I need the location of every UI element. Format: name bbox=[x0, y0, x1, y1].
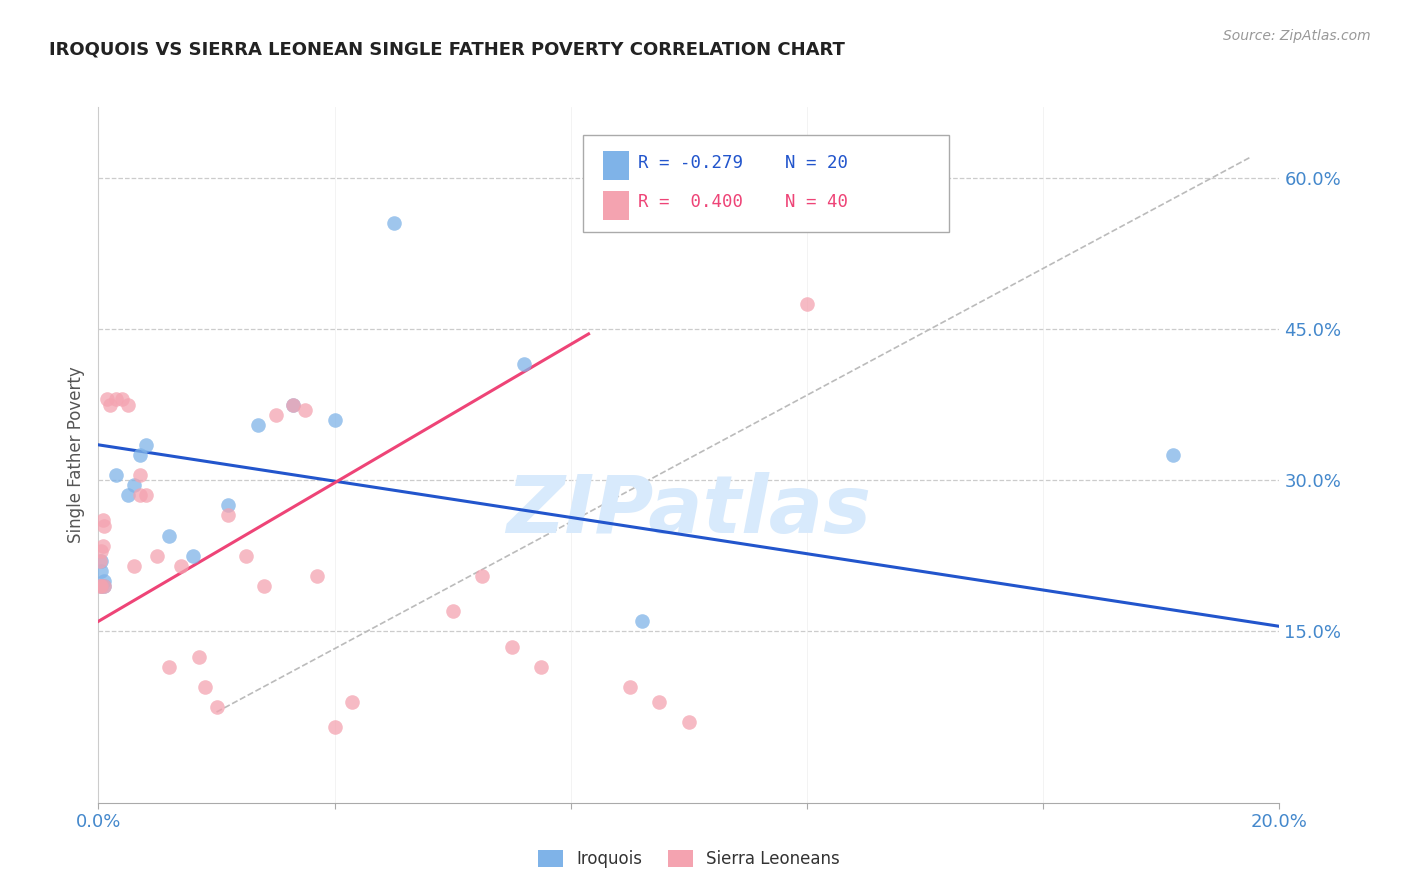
Point bbox=[89, 579, 111, 593]
Point bbox=[170, 558, 193, 573]
Text: Source: ZipAtlas.com: Source: ZipAtlas.com bbox=[1223, 29, 1371, 43]
Point bbox=[194, 680, 217, 694]
Point bbox=[90, 554, 112, 568]
Point bbox=[217, 499, 239, 513]
Point bbox=[630, 615, 652, 629]
Point bbox=[471, 569, 494, 583]
Point bbox=[90, 579, 112, 593]
Point bbox=[323, 412, 346, 426]
Point bbox=[264, 408, 287, 422]
Text: R = -0.279    N = 20: R = -0.279 N = 20 bbox=[638, 153, 848, 171]
Point bbox=[89, 554, 111, 568]
Point bbox=[246, 417, 269, 432]
Point bbox=[501, 640, 523, 654]
Point bbox=[93, 518, 115, 533]
Point bbox=[128, 468, 150, 483]
FancyBboxPatch shape bbox=[582, 135, 949, 232]
Point bbox=[512, 357, 534, 371]
Text: IROQUOIS VS SIERRA LEONEAN SINGLE FATHER POVERTY CORRELATION CHART: IROQUOIS VS SIERRA LEONEAN SINGLE FATHER… bbox=[49, 40, 845, 58]
Legend: Iroquois, Sierra Leoneans: Iroquois, Sierra Leoneans bbox=[531, 843, 846, 874]
Point bbox=[1161, 448, 1184, 462]
Point bbox=[217, 508, 239, 523]
Point bbox=[283, 397, 305, 411]
Point bbox=[441, 604, 464, 618]
Point bbox=[105, 392, 128, 407]
Point bbox=[111, 392, 134, 407]
Point bbox=[146, 549, 169, 563]
Point bbox=[235, 549, 257, 563]
Point bbox=[128, 488, 150, 502]
Point bbox=[305, 569, 328, 583]
Point bbox=[253, 579, 276, 593]
Point bbox=[105, 468, 128, 483]
Point bbox=[796, 296, 818, 310]
Point bbox=[323, 720, 346, 734]
Point bbox=[648, 695, 671, 709]
Point bbox=[128, 448, 150, 462]
Y-axis label: Single Father Poverty: Single Father Poverty bbox=[67, 367, 86, 543]
Point bbox=[530, 659, 553, 673]
Point bbox=[294, 402, 316, 417]
Point bbox=[122, 558, 145, 573]
Text: ZIPatlas: ZIPatlas bbox=[506, 472, 872, 549]
Point bbox=[90, 543, 112, 558]
Point bbox=[187, 649, 209, 664]
Point bbox=[678, 715, 700, 730]
Point bbox=[157, 659, 180, 673]
Text: R =  0.400    N = 40: R = 0.400 N = 40 bbox=[638, 194, 848, 211]
Point bbox=[90, 564, 112, 578]
Point bbox=[96, 392, 118, 407]
Point bbox=[157, 528, 180, 542]
Point bbox=[205, 700, 228, 714]
FancyBboxPatch shape bbox=[603, 191, 628, 219]
Point bbox=[93, 579, 115, 593]
Point bbox=[117, 488, 139, 502]
Point bbox=[93, 574, 115, 588]
Point bbox=[283, 397, 305, 411]
Point bbox=[181, 549, 204, 563]
Point bbox=[98, 397, 121, 411]
Point bbox=[90, 579, 112, 593]
Point bbox=[135, 438, 157, 452]
Point bbox=[91, 539, 114, 553]
Point bbox=[342, 695, 364, 709]
Point bbox=[93, 579, 115, 593]
FancyBboxPatch shape bbox=[603, 151, 628, 180]
Point bbox=[135, 488, 157, 502]
Point bbox=[382, 216, 405, 230]
Point bbox=[619, 680, 641, 694]
Point bbox=[117, 397, 139, 411]
Point bbox=[91, 513, 114, 527]
Point bbox=[122, 478, 145, 492]
